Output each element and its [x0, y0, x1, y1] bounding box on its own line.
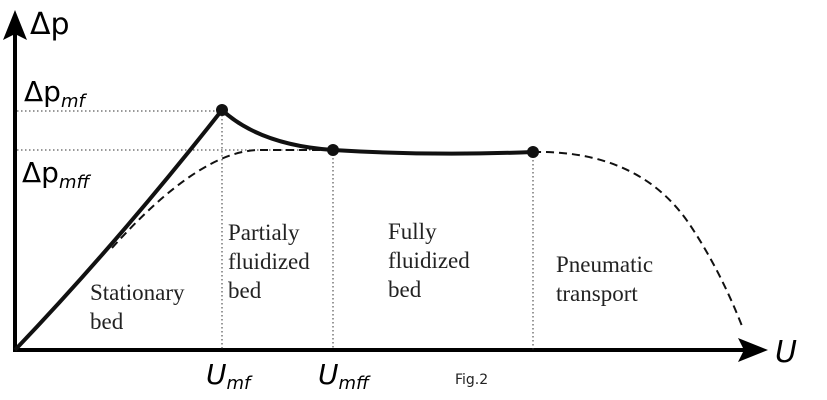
y-mark-sub: mf: [61, 91, 88, 112]
region-label: Pneumatic: [556, 252, 653, 277]
region-label: Stationary: [90, 280, 185, 305]
y-mark-main: Δp: [22, 156, 59, 189]
x-mark: Umf: [206, 358, 253, 394]
region-label: Fully: [388, 219, 437, 244]
x-mark-main: U: [318, 358, 339, 391]
region-label: bed: [388, 277, 422, 302]
x-mark-main: U: [206, 358, 227, 391]
dashed-curve: [111, 149, 333, 249]
region-label: bed: [90, 309, 124, 334]
x-mark-sub: mf: [227, 373, 254, 394]
point: [327, 144, 339, 156]
region-label: transport: [556, 281, 638, 306]
y-mark-sub: mff: [59, 172, 92, 193]
y-arrow: [3, 10, 27, 40]
y-axis-label: Δp: [30, 7, 70, 42]
dashed-curve: [532, 150, 743, 327]
x-mark: Umff: [318, 358, 371, 394]
region-label: fluidized: [228, 249, 310, 274]
x-arrow: [738, 338, 768, 362]
point: [216, 104, 228, 116]
x-mark-sub: mff: [339, 373, 372, 394]
region-labels: Stationary bed Partialy fluidized bed Fully fl…: [90, 219, 653, 334]
region-label: fluidized: [388, 248, 470, 273]
caption: Fig.2: [455, 372, 488, 388]
y-mark: Δpmf: [24, 75, 87, 112]
x-axis-label: U: [775, 335, 797, 370]
point: [527, 146, 539, 158]
y-mark-main: Δp: [24, 75, 61, 108]
region-label: Partialy: [228, 220, 300, 245]
region-label: bed: [228, 278, 262, 303]
solid-curve: [13, 107, 534, 352]
y-mark: Δpmff: [22, 156, 91, 193]
